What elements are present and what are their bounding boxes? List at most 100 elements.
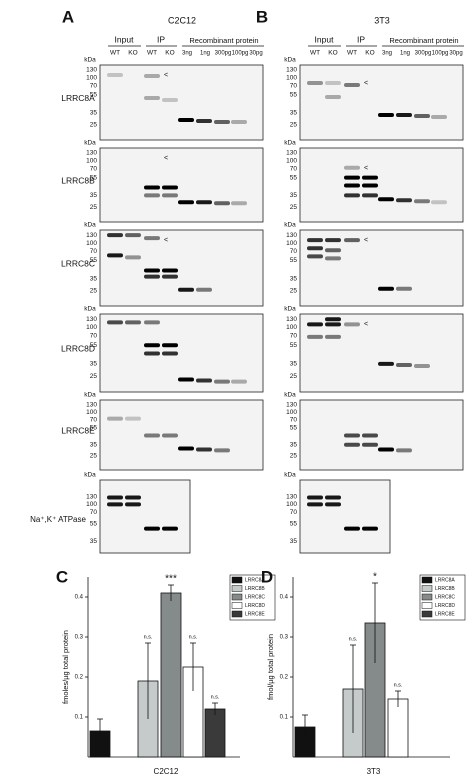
kda-marker: 25 bbox=[90, 204, 98, 211]
kda-marker: 70 bbox=[90, 83, 98, 90]
header-recombinant: Recombinant protein bbox=[389, 36, 458, 45]
band bbox=[196, 447, 212, 452]
kda-marker: 35 bbox=[90, 361, 98, 368]
kda-marker: 35 bbox=[90, 192, 98, 199]
kda-marker: 55 bbox=[290, 521, 298, 528]
kda-marker: 130 bbox=[86, 67, 97, 74]
band bbox=[325, 248, 341, 253]
band bbox=[396, 286, 412, 291]
x-axis-label: C2C12 bbox=[154, 767, 179, 776]
band bbox=[144, 185, 160, 190]
kda-marker: 70 bbox=[290, 83, 298, 90]
panel-letter: D bbox=[261, 567, 273, 586]
kda-marker: 35 bbox=[290, 275, 298, 282]
legend-label: LRRC8B bbox=[435, 586, 455, 592]
band bbox=[344, 526, 360, 531]
header-input: Input bbox=[115, 34, 135, 44]
kda-marker: 25 bbox=[290, 373, 298, 380]
kda-label: kDa bbox=[284, 392, 296, 399]
kda-marker: 35 bbox=[90, 538, 98, 545]
band bbox=[344, 83, 360, 87]
band-arrow: < bbox=[164, 155, 168, 162]
kda-marker: 130 bbox=[286, 401, 297, 408]
header-recombinant: Recombinant protein bbox=[189, 36, 258, 45]
x-axis-label: 3T3 bbox=[367, 767, 381, 776]
header-ip: IP bbox=[357, 34, 365, 44]
legend-swatch bbox=[231, 610, 243, 618]
band bbox=[214, 448, 230, 453]
kda-marker: 130 bbox=[86, 401, 97, 408]
y-tick-label: 0.4 bbox=[75, 595, 84, 601]
band bbox=[107, 320, 123, 325]
kda-label: kDa bbox=[84, 57, 96, 64]
amount-label: 3ng bbox=[182, 51, 192, 57]
band bbox=[414, 364, 430, 368]
blot bbox=[299, 147, 464, 223]
band bbox=[325, 317, 341, 322]
band bbox=[378, 113, 394, 117]
band bbox=[325, 81, 341, 85]
kda-marker: 70 bbox=[290, 165, 298, 172]
band bbox=[214, 379, 230, 384]
blot bbox=[99, 147, 264, 223]
amount-label: 3ng bbox=[382, 51, 392, 57]
legend-label: LRRC8D bbox=[435, 603, 455, 609]
kda-marker: 100 bbox=[286, 501, 297, 508]
kda-marker: 55 bbox=[90, 342, 98, 349]
band bbox=[107, 233, 123, 238]
bar bbox=[204, 708, 226, 758]
legend-swatch bbox=[421, 610, 433, 618]
panel-title: C2C12 bbox=[168, 15, 196, 25]
kda-marker: 70 bbox=[290, 248, 298, 255]
row-label: LRRC8C bbox=[61, 258, 95, 268]
panel-title: 3T3 bbox=[374, 15, 390, 25]
kda-label: kDa bbox=[284, 222, 296, 229]
band bbox=[396, 448, 412, 453]
band bbox=[307, 254, 323, 259]
band bbox=[362, 175, 378, 180]
band bbox=[325, 238, 341, 243]
band bbox=[125, 320, 141, 325]
band-arrow: < bbox=[364, 321, 368, 328]
y-tick-label: 0.2 bbox=[75, 675, 84, 681]
band bbox=[196, 200, 212, 205]
band bbox=[162, 193, 178, 198]
band bbox=[307, 322, 323, 327]
band bbox=[144, 236, 160, 241]
row-label: LRRC8B bbox=[61, 175, 95, 185]
legend-label: LRRC8B bbox=[245, 586, 265, 592]
blot bbox=[99, 64, 264, 141]
kda-label: kDa bbox=[284, 57, 296, 64]
kda-marker: 130 bbox=[86, 493, 97, 500]
kda-label: kDa bbox=[84, 392, 96, 399]
amount-label: 30pg bbox=[449, 51, 462, 57]
kda-marker: 35 bbox=[290, 192, 298, 199]
amount-label: 300pg bbox=[215, 51, 232, 57]
kda-marker: 25 bbox=[90, 453, 98, 460]
band bbox=[178, 377, 194, 382]
band bbox=[162, 433, 178, 438]
band bbox=[144, 193, 160, 198]
kda-marker: 100 bbox=[286, 240, 297, 247]
band bbox=[307, 502, 323, 507]
band bbox=[162, 185, 178, 190]
band bbox=[378, 361, 394, 366]
kda-label: kDa bbox=[284, 306, 296, 313]
band bbox=[344, 322, 360, 327]
y-tick-label: 0.1 bbox=[280, 715, 289, 721]
significance-label: n.s. bbox=[189, 634, 198, 640]
kda-marker: 55 bbox=[90, 174, 98, 181]
kda-marker: 70 bbox=[290, 333, 298, 340]
band bbox=[144, 274, 160, 279]
band bbox=[307, 246, 323, 251]
amount-label: 100pg bbox=[432, 51, 449, 57]
genotype-label: WT bbox=[310, 50, 320, 57]
legend-label: LRRC8C bbox=[245, 594, 265, 600]
kda-marker: 130 bbox=[86, 316, 97, 323]
band bbox=[344, 175, 360, 180]
row-label: LRRC8D bbox=[61, 343, 95, 353]
genotype-label: WT bbox=[110, 50, 120, 57]
band bbox=[344, 238, 360, 243]
kda-marker: 100 bbox=[286, 324, 297, 331]
kda-marker: 100 bbox=[86, 158, 97, 165]
